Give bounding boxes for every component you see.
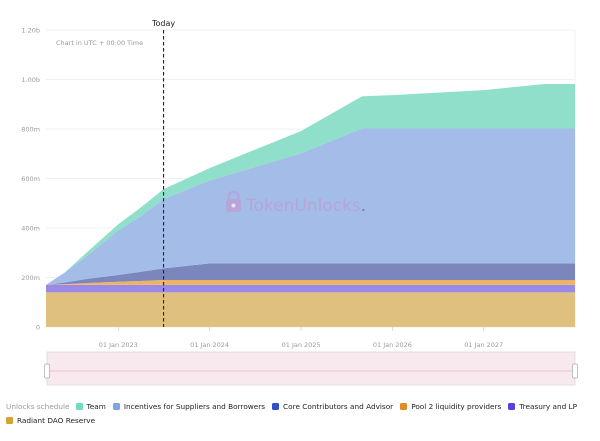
- legend-swatch: [400, 402, 408, 410]
- legend-swatch: [112, 402, 120, 410]
- legend-label: Team: [86, 401, 106, 411]
- legend-item-treasury[interactable]: Treasury and LP: [508, 402, 577, 411]
- y-tick-label: 800m: [21, 126, 40, 134]
- x-tick-label: 01 Jan 2023: [99, 341, 138, 349]
- legend-item-incentives[interactable]: Incentives for Suppliers and Borrowers: [112, 401, 266, 411]
- y-tick-label: 200m: [21, 274, 40, 282]
- legend-row-2: Radiant DAO Reserve: [6, 413, 596, 427]
- y-tick-label: 1.00b: [21, 76, 40, 84]
- y-tick-label: 1.20b: [21, 27, 40, 35]
- legend-item-core-contributors[interactable]: Core Contributors and Advisor: [272, 402, 393, 411]
- legend-title: Unlocks schedule: [6, 401, 70, 411]
- legend-label: Core Contributors and Advisor: [283, 401, 394, 411]
- timezone-note: Chart in UTC + 00:00 Time: [56, 39, 143, 47]
- y-tick-label: 0: [36, 324, 40, 332]
- stacked-areas: [46, 83, 575, 327]
- legend-label: Radiant DAO Reserve: [17, 415, 96, 425]
- area-team: [46, 83, 575, 285]
- legend-item-dao-reserve[interactable]: Radiant DAO Reserve: [6, 416, 95, 425]
- y-tick-label: 400m: [21, 225, 40, 233]
- x-tick-label: 01 Jan 2025: [282, 341, 321, 349]
- unlock-chart: 0 200m 400m 600m 800m 1.00b 1.20b 01 Jan 2023 01…: [21, 19, 578, 386]
- legend-item-pool2[interactable]: Pool 2 liquidity providers: [400, 402, 501, 411]
- y-tick-label: 600m: [21, 175, 40, 183]
- area-radiant-dao-reserve: [46, 292, 575, 327]
- watermark-text: TokenUnlocks.: [245, 196, 366, 216]
- range-navigator[interactable]: [44, 351, 578, 386]
- x-tick-label: 01 Jan 2026: [373, 341, 412, 349]
- legend-item-team[interactable]: Team: [75, 401, 106, 411]
- legend-swatch: [75, 402, 83, 410]
- legend-swatch: [508, 402, 516, 410]
- area-treasury-and-lp: [46, 284, 575, 293]
- legend-swatch: [272, 402, 280, 410]
- navigator-right-handle[interactable]: [572, 363, 578, 379]
- navigator-left-handle[interactable]: [44, 363, 50, 379]
- legend-label: Incentives for Suppliers and Borrowers: [123, 401, 266, 411]
- legend-swatch: [6, 416, 13, 424]
- today-label: Today: [151, 19, 175, 28]
- legend-label: Treasury and LP: [519, 401, 578, 411]
- watermark: TokenUnlocks.: [226, 190, 366, 216]
- area-pool-2-liquidity-providers: [46, 279, 575, 285]
- legend-label: Pool 2 liquidity providers: [411, 401, 502, 411]
- legend: Unlocks schedule Team Incentives for Sup…: [6, 399, 596, 427]
- x-tick-label: 01 Jan 2024: [190, 341, 229, 349]
- legend-row-1: Unlocks schedule Team Incentives for Sup…: [6, 399, 596, 413]
- navigator-window[interactable]: [46, 351, 576, 386]
- axes: 0 200m 400m 600m 800m 1.00b 1.20b 01 Jan 2023 01…: [21, 27, 503, 350]
- x-tick-label: 01 Jan 2027: [464, 341, 503, 349]
- area-core-contributors-and-advisor: [46, 263, 575, 285]
- area-incentives-for-suppliers-and-borrowers: [46, 128, 575, 285]
- lock-icon: [226, 190, 241, 212]
